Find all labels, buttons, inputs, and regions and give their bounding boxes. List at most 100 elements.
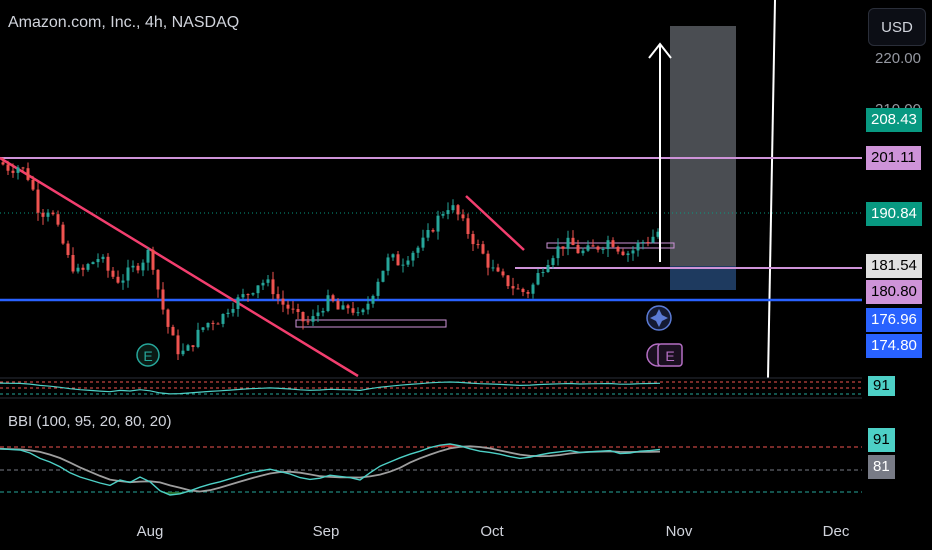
candle-body [86,264,90,270]
candle-body [461,214,465,219]
candle-body [71,254,75,272]
candle-body [306,321,310,323]
projection-box[interactable] [670,26,736,266]
price-tick: 220.00 [875,50,921,67]
candle-body [196,329,200,347]
candle-body [171,326,175,336]
candle-body [501,271,505,276]
candle-body [101,256,105,260]
candle-body [261,282,265,286]
mini-indicator-badge: 91 [868,376,895,396]
candle-body [641,242,645,244]
candle-body [466,218,470,235]
candle-body [486,253,490,268]
candle-body [191,345,195,347]
candle-body [226,312,230,314]
candle-body [36,189,40,213]
candle-body [631,250,635,254]
candle-body [126,267,130,281]
candle-body [446,210,450,215]
dividend-icon[interactable] [646,305,672,331]
candle-body [481,244,485,254]
candle-body [376,281,380,296]
candle-body [601,249,605,251]
candle-body [646,242,650,244]
candle-body [91,262,95,265]
candle-body [651,236,655,243]
candle-body [336,300,340,310]
candle-body [236,297,240,309]
projection-stop-box[interactable] [670,266,736,290]
candle-body [231,308,235,313]
candle-body [11,170,15,173]
candle-body [571,237,575,246]
earnings-letter: E [143,348,152,364]
candle-body [521,288,525,293]
candle-body [441,214,445,216]
candle-body [76,267,80,272]
candle-body [426,229,430,238]
candle-body [116,276,120,283]
candle-body [366,303,370,310]
indicator-label[interactable]: BBI (100, 95, 20, 80, 20) [8,413,172,430]
candle-body [576,245,580,254]
candle-body [596,246,600,250]
support-zone[interactable] [295,319,447,328]
candle-body [21,167,25,169]
candle-body [41,212,45,217]
candle-body [326,295,330,311]
candle-body [311,316,315,322]
candle-body [331,295,335,301]
indicator-signal-badge: 81 [868,455,895,479]
candle-body [156,269,160,290]
candle-body [291,308,295,310]
candle-body [251,293,255,295]
candle-body [616,246,620,252]
candle-body [176,335,180,355]
candle-body [491,267,495,269]
candle-body [526,292,530,294]
candle-body [121,280,125,283]
candle-body [546,265,550,273]
price-label: 208.43 [866,108,922,132]
time-tick: Sep [313,523,340,540]
candle-body [511,286,515,289]
support-zone[interactable] [546,242,675,249]
candle-body [136,265,140,271]
price-label: 190.84 [866,202,922,226]
candle-body [396,254,400,266]
candle-body [286,304,290,309]
candle-body [406,260,410,265]
candle-body [611,240,615,247]
candle-body [621,251,625,256]
candle-body [296,309,300,312]
price-label: 201.11 [866,146,921,170]
candle-body [436,215,440,232]
candle-body [566,237,570,249]
trendline[interactable] [0,156,359,378]
candle-body [391,254,395,258]
currency-button[interactable]: USD [868,8,926,46]
candle-body [551,258,555,266]
target-arrow[interactable] [648,42,672,262]
vertical-line[interactable] [767,0,776,379]
earnings-marker-upcoming[interactable]: E [646,343,683,367]
candle-body [96,259,100,263]
time-tick: Dec [823,523,850,540]
candle-body [541,272,545,274]
candle-body [276,294,280,299]
candle-body [31,179,35,190]
candle-body [381,270,385,282]
candle-body [6,164,10,171]
time-tick: Nov [666,523,693,540]
candle-body [241,294,245,298]
candle-body [66,243,70,255]
candle-body [206,322,210,328]
trendline[interactable] [465,195,525,251]
candle-body [216,323,220,325]
candle-body [421,237,425,248]
earnings-letter: E [665,348,674,364]
candle-body [1,162,5,165]
earnings-marker[interactable]: E [136,343,160,367]
